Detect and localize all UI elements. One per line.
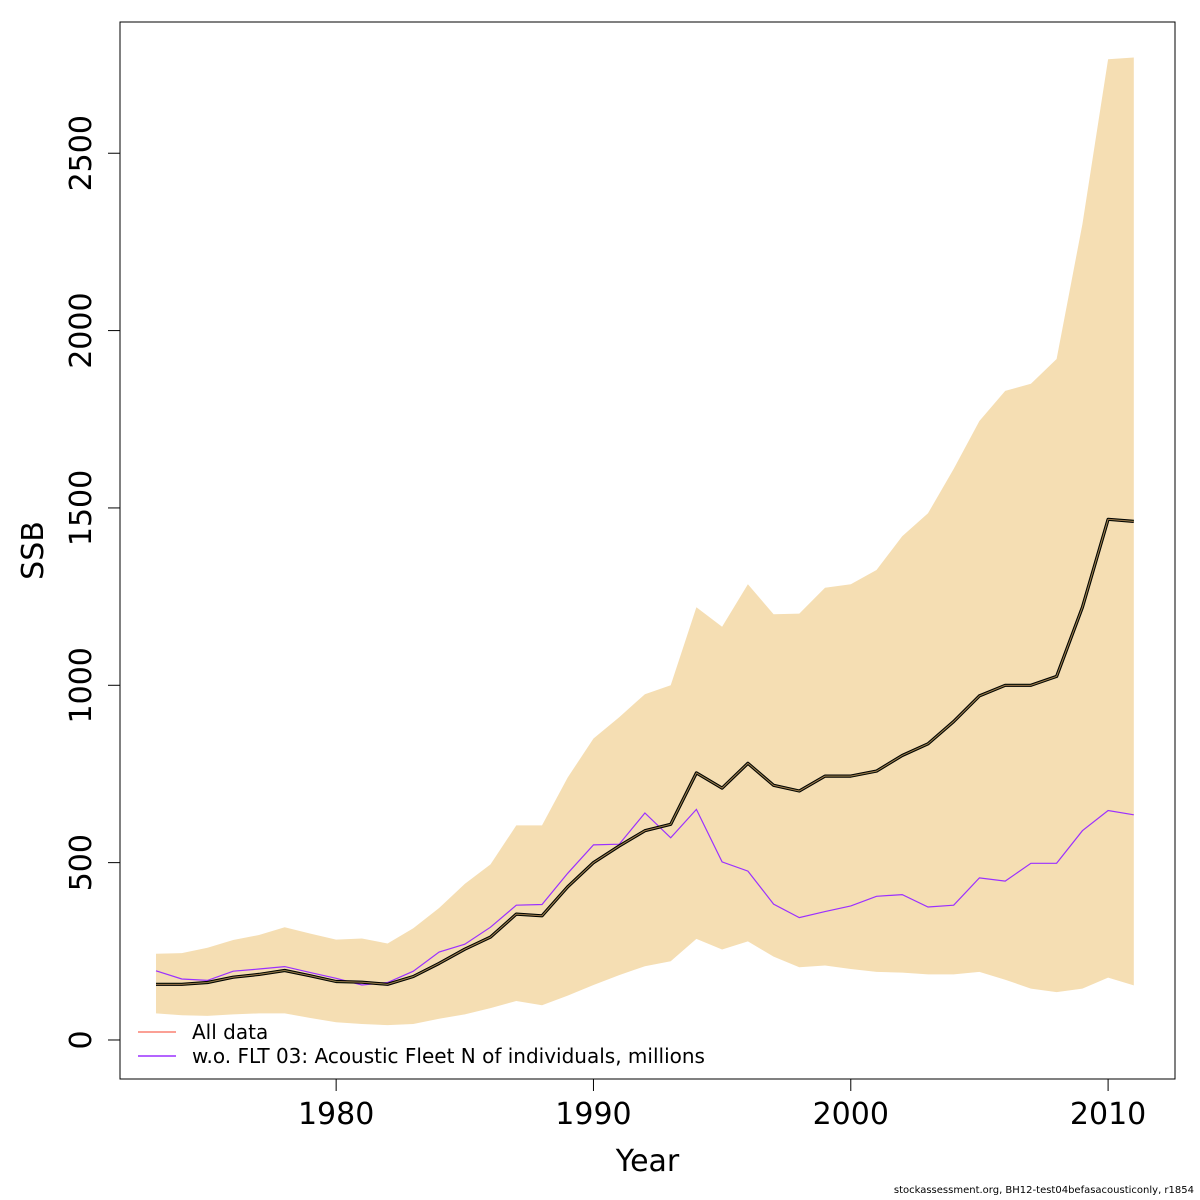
confidence-band — [156, 57, 1134, 1026]
y-tick-label: 1000 — [64, 647, 99, 723]
x-tick-label: 2010 — [1070, 1097, 1146, 1132]
series-line-all-data — [156, 518, 1134, 985]
legend-label: All data — [192, 1020, 268, 1044]
y-tick-label: 0 — [64, 1030, 99, 1049]
x-tick-label: 2000 — [813, 1097, 889, 1132]
series-lines-layer — [155, 517, 1134, 986]
x-tick-label: 1990 — [555, 1097, 631, 1132]
x-axis: 1980 1990 2000 2010 — [298, 1078, 1146, 1132]
y-tick-label: 2000 — [64, 292, 99, 368]
confidence-band-layer — [156, 57, 1134, 1026]
y-tick-label: 1500 — [64, 470, 99, 546]
y-tick-label: 500 — [64, 834, 99, 891]
y-tick-label: 2500 — [64, 115, 99, 191]
x-tick-label: 1980 — [298, 1097, 374, 1132]
legend-label: w.o. FLT 03: Acoustic Fleet N of individ… — [192, 1044, 705, 1068]
footer-note: stockassessment.org, BH12-test04befasaco… — [893, 1185, 1194, 1196]
y-axis-title: SSB — [16, 521, 51, 580]
series-line-without-flt03 — [155, 808, 1134, 986]
x-axis-title: Year — [615, 1144, 680, 1179]
y-axis: 0 500 1000 1500 2000 2500 — [64, 115, 121, 1050]
